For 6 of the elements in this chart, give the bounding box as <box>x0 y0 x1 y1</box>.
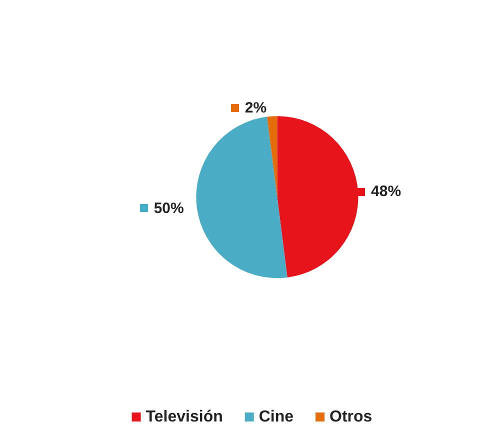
data-label: 48% <box>371 183 402 200</box>
legend-label: Otros <box>330 408 372 426</box>
data-label: 50% <box>154 200 184 217</box>
data-label: 2% <box>244 100 267 117</box>
legend-label: Cine <box>258 408 294 426</box>
legend-label: Televisión <box>146 408 223 426</box>
